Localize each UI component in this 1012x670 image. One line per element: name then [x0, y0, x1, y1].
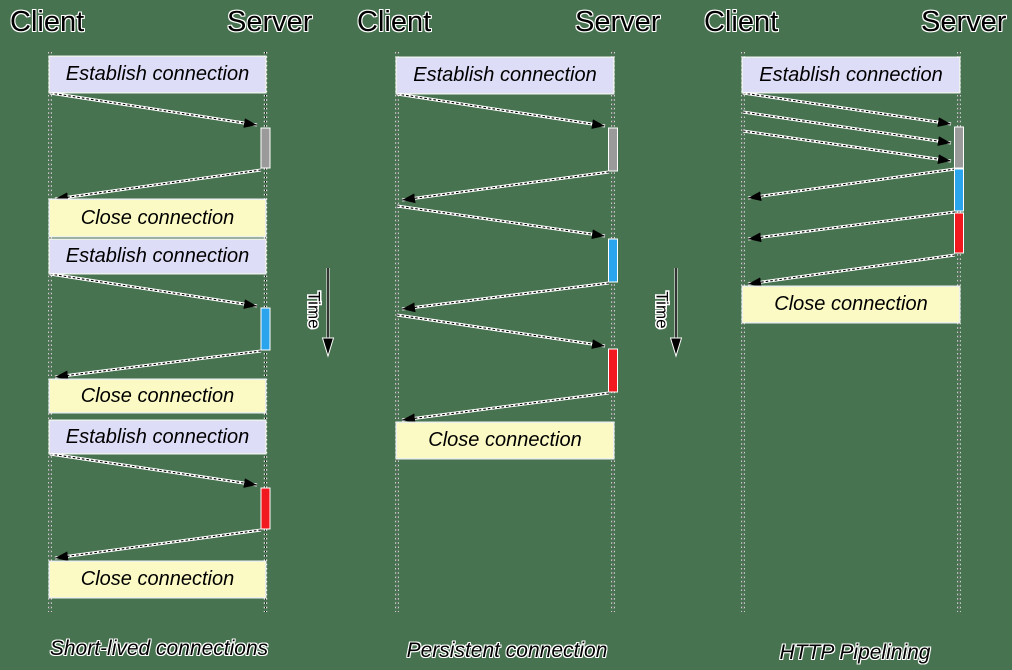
- close-connection-box: Close connection: [50, 380, 265, 412]
- time-label: Time: [653, 291, 672, 328]
- response-arrow: [401, 282, 610, 313]
- close-connection-box: Close connection: [743, 287, 959, 322]
- response-arrow: [54, 350, 262, 381]
- client-label: Client: [704, 6, 779, 38]
- processing-bar-red: [608, 348, 618, 393]
- request-arrow-casing: [742, 129, 952, 163]
- processing-bar-gray: [260, 127, 271, 169]
- processing-bar-red: [260, 487, 271, 530]
- response-arrow-casing: [747, 167, 956, 200]
- establish-connection-box: Establish connection: [50, 240, 265, 273]
- column-caption: HTTP Pipelining: [779, 641, 931, 664]
- column-pipelining-wires: [741, 52, 964, 612]
- request-arrow: [396, 93, 606, 129]
- request-arrow-casing: [742, 91, 952, 126]
- server-label: Server: [575, 6, 661, 38]
- close-connection-box: Close connection: [397, 423, 613, 458]
- column-short-lived-wires: [48, 52, 271, 612]
- response-arrow-casing: [747, 210, 956, 241]
- time-arrow-2: Time: [651, 268, 683, 358]
- processing-bar-red: [954, 212, 964, 254]
- response-arrow-casing: [747, 253, 956, 286]
- column-caption: Persistent connection: [406, 639, 608, 662]
- establish-connection-box: Establish connection: [50, 421, 265, 453]
- client-label: Client: [10, 6, 85, 38]
- establish-connection-box: Establish connection: [743, 58, 959, 92]
- request-arrow-casing: [396, 313, 606, 348]
- server-label: Server: [227, 6, 313, 38]
- response-arrow: [747, 211, 956, 243]
- time-label: Time: [305, 291, 324, 328]
- request-arrow: [742, 130, 952, 164]
- time-arrowhead-icon: [669, 337, 683, 358]
- processing-bar-gray: [954, 126, 964, 169]
- server-label: Server: [921, 6, 1007, 38]
- request-arrow-casing: [49, 91, 258, 127]
- request-arrow-casing: [396, 92, 606, 128]
- response-arrow: [401, 392, 610, 424]
- processing-bar-blue: [608, 238, 618, 283]
- request-arrow: [742, 92, 952, 127]
- column-persistent-wires: [395, 52, 618, 612]
- request-arrow: [396, 314, 606, 349]
- request-arrow: [742, 111, 952, 146]
- time-arrow-1: Time: [303, 268, 335, 358]
- time-arrowhead-icon: [321, 337, 335, 358]
- establish-connection-box: Establish connection: [50, 57, 265, 92]
- request-arrow-casing: [396, 204, 606, 238]
- processing-bar-blue: [954, 168, 964, 212]
- response-arrow-casing: [401, 391, 610, 422]
- request-arrow-casing: [49, 272, 258, 308]
- request-arrow-casing: [49, 452, 258, 487]
- close-connection-box: Close connection: [50, 562, 265, 597]
- request-arrow: [396, 205, 606, 239]
- establish-connection-box: Establish connection: [397, 58, 613, 93]
- response-arrow-casing: [401, 170, 610, 202]
- close-connection-box: Close connection: [50, 200, 265, 236]
- response-arrow: [54, 529, 262, 562]
- response-arrow: [54, 169, 262, 203]
- column-caption: Short-lived connections: [49, 637, 269, 660]
- processing-bar-blue: [260, 307, 271, 351]
- client-label: Client: [357, 6, 432, 38]
- request-arrow-casing: [742, 110, 952, 145]
- processing-bar-gray: [608, 127, 618, 172]
